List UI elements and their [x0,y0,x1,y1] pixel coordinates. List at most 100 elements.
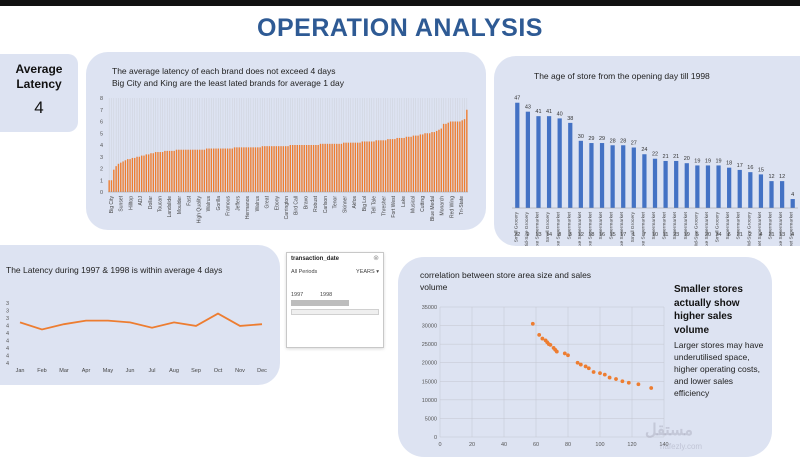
x-tick-label: Small Grocery [715,211,721,242]
bar [440,128,442,192]
area-sales-panel: correlation between store area size and … [398,257,772,457]
data-label: 29 [588,136,594,142]
bar [254,147,257,192]
bar [150,153,152,192]
x-tick-label: Gourmet Supermarket [789,211,795,246]
bar [145,154,148,192]
x-tick-label: Dollar [148,196,154,209]
slicer-year-1997[interactable]: 1997 [291,292,304,298]
data-label: 24 [641,147,647,153]
x-tick-label: Deluxe Supermarket [577,211,583,246]
x-tick-label: Supermarket [683,211,689,239]
bar [382,140,384,192]
x-tick-label: Fort West [391,195,397,217]
bar [175,149,178,192]
bar [310,145,312,192]
slicer-timeline-bar[interactable] [291,300,349,306]
bar [180,149,182,192]
y-tick-label: 4 [6,339,9,345]
x-tick-label: Hermanos [245,196,251,220]
store-id-label: 8 [558,232,561,238]
bar [324,143,326,192]
x-tick-label: Nov [235,368,245,374]
x-tick-label: Fast [187,195,193,205]
bar [261,146,264,192]
y-tick-label: 3 [100,155,103,161]
x-tick-label: Tell Tale [372,196,378,214]
bar [347,142,350,192]
data-point [614,377,618,381]
x-tick-label: Jan [16,368,25,374]
bar [257,147,259,192]
x-tick-label: Small Grocery [513,211,519,242]
slicer-level-dropdown[interactable]: YEARS ▾ [356,269,379,275]
x-tick-label: Lake [401,196,407,207]
watermark-url: nafezly.com [660,442,703,451]
x-tick-label: Oct [214,368,223,374]
bar [769,181,774,208]
slicer-scrollbar[interactable] [291,309,379,315]
bar [568,122,573,208]
y-tick-label: 30000 [422,324,437,330]
x-tick-label: Sunset [119,195,125,211]
bar [578,140,583,208]
bar [192,149,194,192]
bar [210,148,213,192]
slicer-year-1998[interactable]: 1998 [320,292,333,298]
store-id-label: 21 [737,232,743,238]
bar [185,149,187,192]
bar [212,148,215,192]
bar [312,145,315,192]
x-tick-label: Sep [191,368,201,374]
data-label: 30 [578,134,584,140]
bar [294,145,296,192]
x-tick-label: Deluxe Supermarket [778,211,784,246]
bar [308,145,310,192]
data-point [598,371,602,376]
clear-filter-icon[interactable]: ⊗ [373,255,379,262]
transaction-date-slicer[interactable]: transaction_date ⊗ All Periods YEARS ▾ 1… [286,252,384,348]
bar [415,135,417,192]
data-point [578,362,583,367]
x-tick-label: Mid-Size Grocery [524,211,530,246]
x-tick-label: 100 [595,442,604,448]
bar [412,135,415,192]
x-tick-label: Gourmet Supermarket [757,211,763,246]
bar [621,145,626,208]
data-point [575,360,580,365]
x-tick-label: Skinner [342,196,348,213]
bar [536,116,541,208]
data-label: 22 [652,152,658,158]
x-tick-label: Walrus [206,196,212,212]
bar [447,122,449,192]
bar [282,146,285,192]
x-tick-label: Jun [126,368,135,374]
x-tick-label: Supermarket [609,211,615,239]
bar [790,199,795,208]
kpi-label: Average Latency [15,62,63,91]
x-tick-label: 140 [659,442,668,448]
bar [525,111,531,208]
data-label: 27 [631,141,637,147]
bar [122,161,124,192]
data-point [649,386,654,390]
bar [240,147,243,192]
data-point [554,349,559,354]
bar [375,140,377,192]
bar [674,160,679,208]
data-label: 19 [705,158,711,164]
x-tick-label: Supermarket [736,211,742,239]
bar [329,143,331,192]
bar [271,146,273,192]
x-tick-label: 40 [501,442,507,448]
bar [422,134,424,192]
store-id-label: 4 [759,232,762,238]
data-label: 29 [599,136,605,142]
average-latency-card: Average Latency 4 [0,54,78,132]
bar [166,150,168,192]
bar [157,152,159,192]
x-tick-label: Supermarket [598,211,604,239]
bar [331,143,333,192]
data-label: 28 [610,138,616,144]
